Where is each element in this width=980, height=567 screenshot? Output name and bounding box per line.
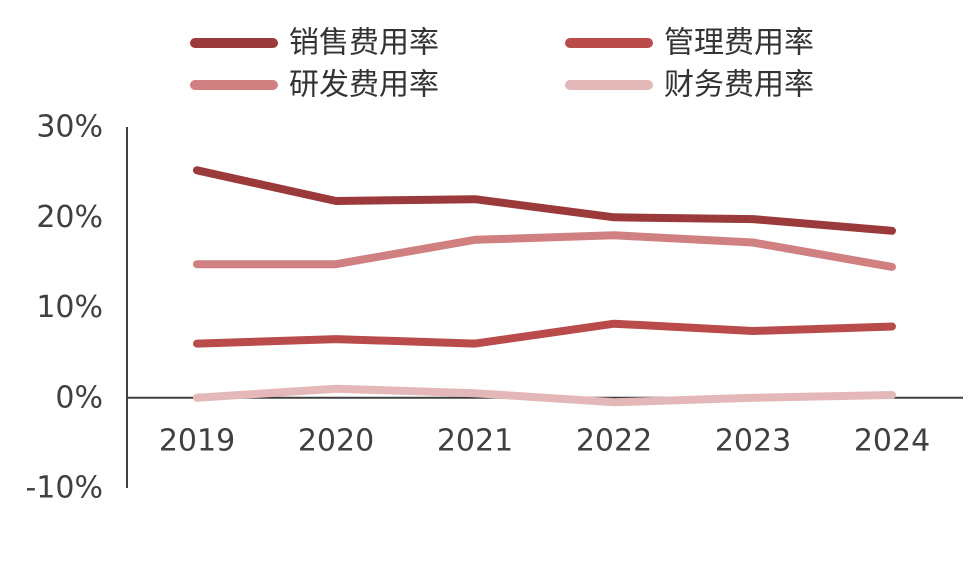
x-tick-label: 2022 [576, 424, 652, 459]
legend-label: 销售费用率 [289, 26, 439, 61]
y-tick-label: 30% [36, 110, 103, 145]
x-tick-label: 2019 [159, 424, 235, 459]
series-line-1 [193, 166, 896, 235]
legend-item: 销售费用率 [190, 26, 439, 61]
series-line-4 [193, 384, 896, 407]
legend-item: 财务费用率 [565, 68, 814, 103]
axes: 30% 20% 10% 0% -10% 2019 2020 2021 2022 2023 2024 [25, 110, 963, 506]
y-tick-label: 0% [55, 380, 103, 415]
y-tick-label: 10% [36, 290, 103, 325]
y-tick-label: 20% [36, 200, 103, 235]
x-tick-label: 2020 [298, 424, 374, 459]
legend-label: 财务费用率 [664, 68, 814, 103]
x-tick-label: 2021 [437, 424, 513, 459]
series-line-3 [193, 231, 896, 271]
y-tick-label: -10% [25, 471, 103, 506]
legend-label: 管理费用率 [664, 26, 814, 61]
legend-item: 研发费用率 [190, 68, 439, 103]
x-tick-label: 2023 [715, 424, 791, 459]
legend-item: 管理费用率 [565, 26, 814, 61]
series-lines [193, 166, 896, 407]
x-tick-label: 2024 [854, 424, 930, 459]
legend-label: 研发费用率 [289, 68, 439, 103]
series-line-2 [193, 319, 896, 348]
